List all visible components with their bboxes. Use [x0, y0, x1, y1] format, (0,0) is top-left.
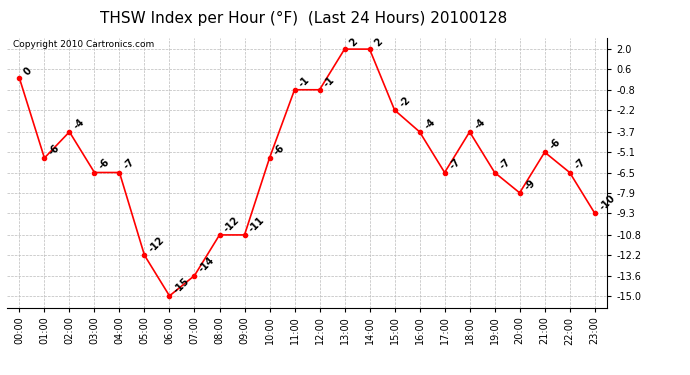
Text: -7: -7: [573, 157, 587, 172]
Text: -10: -10: [598, 193, 617, 212]
Text: -12: -12: [147, 235, 167, 255]
Text: -7: -7: [447, 157, 462, 172]
Text: -4: -4: [72, 116, 87, 131]
Text: -9: -9: [522, 177, 537, 192]
Text: THSW Index per Hour (°F)  (Last 24 Hours) 20100128: THSW Index per Hour (°F) (Last 24 Hours)…: [100, 11, 507, 26]
Text: -1: -1: [322, 74, 337, 89]
Text: -6: -6: [273, 142, 287, 157]
Text: -4: -4: [422, 116, 437, 131]
Text: 2: 2: [373, 36, 384, 48]
Text: -6: -6: [47, 142, 62, 157]
Text: -4: -4: [473, 116, 487, 131]
Text: -6: -6: [97, 157, 112, 172]
Text: -1: -1: [297, 74, 312, 89]
Text: Copyright 2010 Cartronics.com: Copyright 2010 Cartronics.com: [13, 40, 154, 49]
Text: -7: -7: [122, 157, 137, 172]
Text: -14: -14: [197, 255, 217, 275]
Text: -6: -6: [547, 137, 562, 152]
Text: -12: -12: [222, 215, 242, 234]
Text: -11: -11: [247, 215, 267, 234]
Text: -2: -2: [397, 94, 412, 109]
Text: 2: 2: [347, 36, 359, 48]
Text: -7: -7: [497, 157, 512, 172]
Text: 0: 0: [22, 66, 34, 77]
Text: -15: -15: [172, 276, 192, 295]
